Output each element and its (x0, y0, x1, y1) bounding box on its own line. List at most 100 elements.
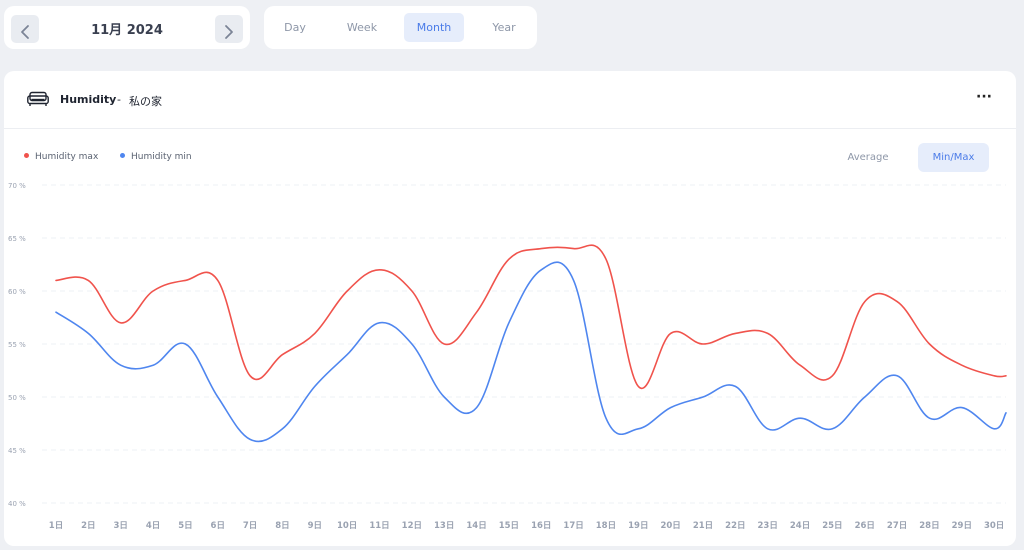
x-tick-label: 27日 (887, 521, 907, 531)
max-data-point (86, 278, 91, 283)
max-data-point (409, 289, 414, 294)
tab-day[interactable]: Day (284, 21, 306, 34)
x-tick-label: 17日 (563, 521, 583, 531)
tab-week[interactable]: Week (346, 21, 378, 34)
chevron-left-icon (21, 25, 29, 39)
previous-month-button[interactable] (11, 15, 39, 43)
max-data-point (183, 278, 188, 283)
min-data-point (474, 405, 479, 410)
max-data-point (798, 363, 803, 368)
min-data-point (183, 342, 188, 347)
legend-humidity-min[interactable]: Humidity min (120, 152, 192, 162)
min-data-point (636, 426, 641, 431)
max-data-point (927, 342, 932, 347)
x-tick-label: 13日 (434, 521, 454, 531)
x-tick-label: 4日 (146, 521, 160, 531)
min-data-point (507, 320, 512, 325)
max-data-point (733, 331, 738, 336)
x-tick-label: 14日 (466, 521, 486, 531)
max-data-point (474, 310, 479, 315)
x-tick-label: 26日 (855, 521, 875, 531)
max-data-point (830, 373, 835, 378)
card-title: Humidity (60, 93, 117, 106)
humidity-min-line (55, 261, 1007, 443)
x-tick-label: 5日 (178, 521, 192, 531)
tab-year[interactable]: Year (492, 21, 516, 34)
x-tick-label: 3日 (113, 521, 127, 531)
y-tick-label: 50 % (8, 394, 26, 402)
min-data-point (959, 405, 964, 410)
min-data-point (215, 395, 220, 400)
max-data-point (668, 331, 673, 336)
min-data-point (118, 363, 123, 368)
humidity-chart-card: Humidity - 私の家 ··· Humidity max Humidity… (4, 71, 1016, 546)
y-tick-label: 45 % (8, 447, 26, 455)
x-tick-label: 11日 (369, 521, 389, 531)
legend-label-max: Humidity max (35, 152, 99, 162)
max-data-point (215, 278, 220, 283)
min-data-point (992, 426, 997, 431)
x-tick-label: 19日 (628, 521, 648, 531)
min-data-point (862, 395, 867, 400)
next-month-button[interactable] (215, 15, 243, 43)
max-data-point (539, 246, 544, 251)
min-data-point (604, 416, 609, 421)
sofa-icon (27, 91, 49, 106)
min-data-point (151, 363, 156, 368)
y-tick-label: 70 % (8, 182, 26, 190)
date-navigator: 11月 2024 (4, 6, 250, 49)
max-data-point (701, 342, 706, 347)
max-data-point (345, 289, 350, 294)
x-tick-label: 1日 (49, 521, 63, 531)
min-data-point (280, 426, 285, 431)
min-data-point (830, 426, 835, 431)
x-tick-label: 21日 (693, 521, 713, 531)
y-tick-label: 55 % (8, 341, 26, 349)
max-data-point (312, 331, 317, 336)
min-data-point (409, 342, 414, 347)
humidity-max-line (55, 244, 1007, 390)
max-data-point (862, 299, 867, 304)
x-tick-label: 29日 (952, 521, 972, 531)
minmax-mode-button[interactable]: Min/Max (918, 143, 989, 172)
min-data-point (701, 395, 706, 400)
x-tick-label: 6日 (211, 521, 225, 531)
more-options-button[interactable]: ··· (976, 89, 992, 105)
min-data-point (248, 437, 253, 442)
x-tick-label: 24日 (790, 521, 810, 531)
x-tick-label: 12日 (402, 521, 422, 531)
legend-label-min: Humidity min (131, 152, 192, 162)
min-data-point (668, 405, 673, 410)
min-data-point (312, 384, 317, 389)
max-data-point (959, 363, 964, 368)
title-separator: - (117, 93, 121, 106)
max-data-point (280, 352, 285, 357)
x-tick-label: 20日 (660, 521, 680, 531)
min-data-point (539, 267, 544, 272)
max-data-point (765, 331, 770, 336)
range-tabs: Day Week Month Year (264, 6, 537, 49)
x-tick-label: 15日 (499, 521, 519, 531)
x-tick-label: 16日 (531, 521, 551, 531)
y-tick-label: 40 % (8, 500, 26, 508)
min-data-point (86, 331, 91, 336)
max-data-point (151, 289, 156, 294)
min-data-point (895, 373, 900, 378)
y-tick-label: 65 % (8, 235, 26, 243)
min-data-point (798, 416, 803, 421)
x-tick-label: 22日 (725, 521, 745, 531)
max-data-point (992, 373, 997, 378)
x-tick-label: 9日 (308, 521, 322, 531)
min-data-point (345, 352, 350, 357)
legend-humidity-max[interactable]: Humidity max (24, 152, 98, 162)
card-header: Humidity - 私の家 ··· (4, 71, 1016, 129)
average-mode-button[interactable]: Average (847, 152, 889, 163)
tab-month[interactable]: Month (404, 13, 464, 42)
x-tick-label: 7日 (243, 521, 257, 531)
x-tick-label: 23日 (758, 521, 778, 531)
max-data-point (54, 278, 59, 283)
chevron-right-icon (225, 25, 233, 39)
min-data-point (54, 310, 59, 315)
y-tick-label: 60 % (8, 288, 26, 296)
max-data-point (248, 373, 253, 378)
